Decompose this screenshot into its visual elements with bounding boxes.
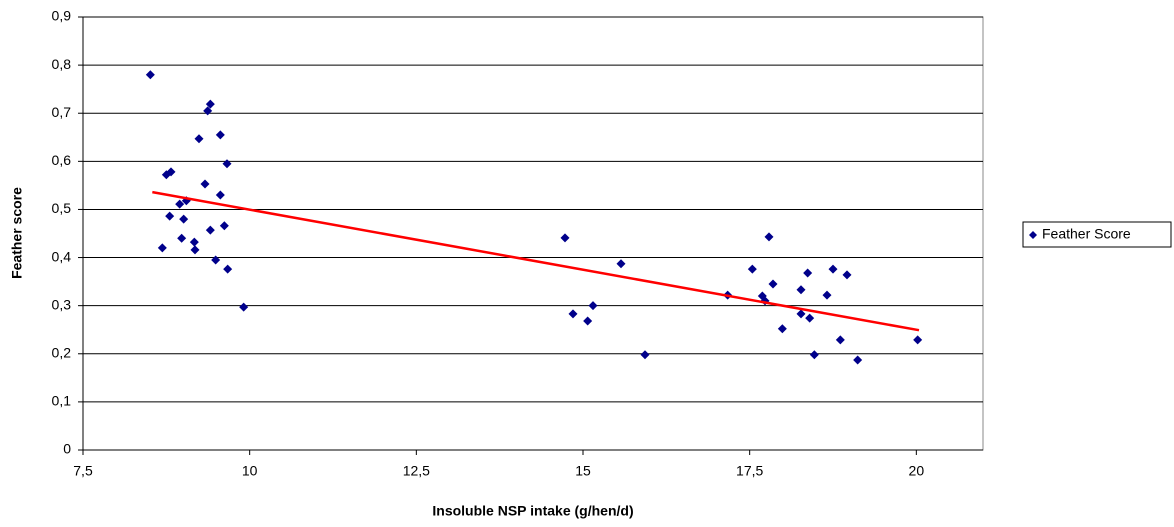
point — [747, 264, 757, 274]
plot-area — [82, 16, 984, 451]
point — [822, 290, 832, 300]
point — [913, 335, 923, 345]
y-tick-label: 0,4 — [52, 248, 72, 264]
point — [219, 221, 229, 231]
point — [215, 130, 225, 140]
trendline — [152, 190, 920, 332]
point — [203, 106, 213, 116]
point — [175, 199, 185, 209]
point — [616, 259, 626, 269]
x-tick-label: 10 — [242, 463, 258, 479]
x-tick-label: 7,5 — [73, 463, 93, 479]
y-tick-label: 0,2 — [52, 344, 72, 360]
x-axis-label: Insoluble NSP intake (g/hen/d) — [432, 503, 633, 519]
point — [165, 211, 175, 221]
point — [583, 316, 593, 326]
x-tick-label: 17,5 — [736, 463, 763, 479]
y-tick-label: 0,7 — [52, 104, 72, 120]
legend-marker — [1029, 231, 1037, 239]
point — [223, 264, 233, 274]
point — [194, 134, 204, 144]
point — [166, 167, 176, 177]
point — [828, 264, 838, 274]
point — [796, 309, 806, 319]
point — [805, 313, 815, 323]
point — [853, 355, 863, 365]
point — [796, 285, 806, 295]
point — [205, 99, 215, 109]
point — [777, 324, 787, 334]
point — [768, 279, 778, 289]
point — [179, 214, 189, 224]
x-tick-label: 20 — [909, 463, 925, 479]
x-tick-label: 15 — [575, 463, 591, 479]
y-tick-label: 0,5 — [52, 200, 72, 216]
point — [803, 268, 813, 278]
y-tick-label: 0,3 — [52, 296, 72, 312]
point — [239, 302, 249, 312]
point — [809, 350, 819, 360]
point — [190, 245, 200, 255]
point — [215, 190, 225, 200]
y-tick-label: 0,9 — [52, 8, 72, 24]
point — [835, 335, 845, 345]
point — [560, 233, 570, 243]
point — [145, 70, 155, 80]
point — [177, 233, 187, 243]
y-axis-label: Feather score — [9, 187, 25, 279]
point — [200, 179, 210, 189]
point — [842, 270, 852, 280]
point — [222, 159, 232, 169]
point — [189, 237, 199, 247]
point — [205, 225, 215, 235]
y-tick-label: 0,8 — [52, 56, 72, 72]
y-tick-label: 0 — [63, 441, 71, 457]
point — [764, 232, 774, 242]
point — [640, 350, 650, 360]
y-tick-label: 0,1 — [52, 393, 72, 409]
legend — [1022, 221, 1172, 248]
y-tick-label: 0,6 — [52, 152, 72, 168]
x-tick-label: 12,5 — [403, 463, 430, 479]
legend-label: Feather Score — [1042, 226, 1131, 242]
point — [211, 255, 221, 265]
point — [568, 309, 578, 319]
point — [157, 243, 167, 253]
point — [588, 301, 598, 311]
